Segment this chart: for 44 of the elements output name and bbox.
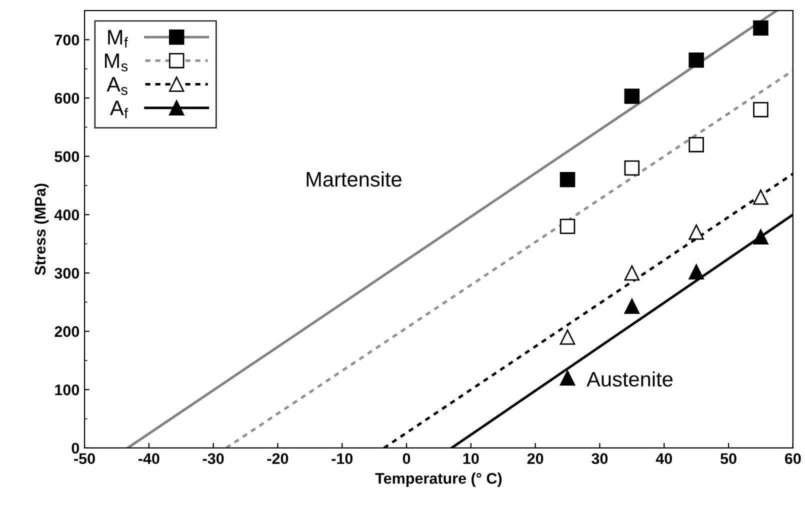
legend-label: M$_{s}$ [104, 54, 128, 72]
point [753, 102, 768, 118]
x-tick-label: -20 [267, 453, 288, 464]
x-tick-label: -10 [332, 453, 353, 464]
legend-label: A$_{s}$ [106, 77, 128, 95]
x-tick-label: 10 [463, 453, 479, 464]
x-tick-label: 0 [402, 453, 410, 464]
point [624, 160, 640, 176]
x-axis-title: Temperature (° C) [375, 472, 502, 487]
x-tick-label: 20 [527, 453, 544, 464]
y-tick-label: 400 [54, 210, 80, 220]
point [560, 330, 576, 345]
point [753, 229, 768, 244]
y-tick-label: 200 [54, 326, 80, 337]
x-tick-label: -30 [202, 453, 224, 464]
point [688, 52, 704, 68]
y-tick-label: 100 [55, 384, 80, 396]
point [688, 224, 704, 240]
x-tick-label: -40 [138, 453, 160, 464]
x-tick-label: 60 [784, 453, 801, 464]
x-tick-label: -50 [74, 453, 95, 464]
point [753, 190, 768, 205]
y-tick-label: 600 [54, 92, 80, 104]
y-tick-label: 0 [72, 442, 80, 454]
annotation: Martensite [306, 171, 402, 187]
point [560, 172, 576, 188]
point [560, 218, 576, 234]
x-tick-label: 30 [592, 453, 608, 464]
y-tick-label: 700 [54, 34, 80, 46]
y-tick-label: 500 [54, 151, 80, 162]
legend-label: A$_{f}$ [110, 100, 128, 118]
x-tick-label: 50 [720, 453, 736, 464]
annotation: Austenite [586, 371, 672, 387]
point [624, 88, 640, 104]
point [624, 298, 640, 314]
y-axis-title: Stress (MPa) [34, 184, 49, 276]
point [688, 264, 704, 280]
legend-label: M$_{f}$ [108, 30, 128, 48]
point [688, 137, 704, 152]
point [624, 265, 640, 281]
point [753, 20, 768, 36]
y-tick-label: 300 [54, 268, 80, 279]
x-tick-label: 40 [656, 453, 672, 464]
point [560, 370, 576, 386]
